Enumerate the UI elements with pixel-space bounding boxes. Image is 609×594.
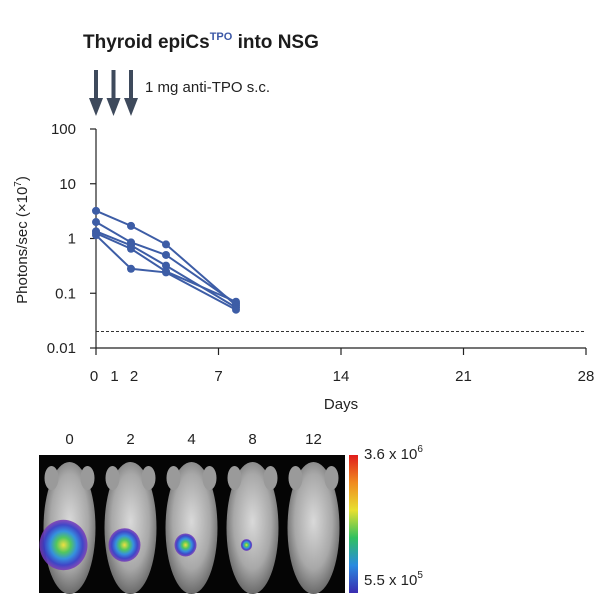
- imaging-day-labels: 0 2 4 8 12: [65, 431, 322, 448]
- x-tick-label: 28: [578, 368, 595, 385]
- luminescence-signal: [108, 528, 141, 562]
- injection-arrows: [89, 70, 138, 116]
- mouse-body: [165, 462, 218, 594]
- mouse-body: [287, 462, 340, 594]
- injection-annotation: 1 mg anti-TPO s.c.: [145, 79, 270, 96]
- mouse-forelimb: [166, 466, 181, 490]
- x-tick-labels: 0 1 2 7 14 21 28: [90, 368, 595, 385]
- mouse-forelimb: [80, 466, 95, 490]
- data-point: [232, 297, 240, 306]
- luminescence-signal: [240, 539, 253, 551]
- data-point: [92, 218, 100, 227]
- mouse-forelimb: [44, 466, 59, 490]
- luminescence-signal: [39, 519, 88, 571]
- series-line: [95, 232, 237, 303]
- scale-min-label: 5.5 x 105: [364, 570, 423, 589]
- scale-max-label: 3.6 x 106: [364, 444, 423, 463]
- mouse-forelimb: [288, 466, 303, 490]
- data-point: [162, 250, 170, 259]
- x-tick-label: 2: [130, 368, 138, 385]
- data-point: [127, 221, 135, 230]
- series-line: [95, 221, 237, 305]
- data-point: [162, 240, 170, 249]
- y-tick-label: 0.1: [55, 285, 76, 302]
- x-tick-label: 0: [90, 368, 98, 385]
- y-tick-labels: 100 10 1 0.1 0.01: [47, 121, 76, 357]
- data-point: [162, 261, 170, 270]
- series-line: [95, 209, 237, 307]
- mouse-body: [104, 462, 157, 594]
- y-tick-label: 100: [51, 121, 76, 138]
- mouse-forelimb: [263, 466, 278, 490]
- data-point: [162, 267, 170, 276]
- injection-arrow-head: [89, 98, 103, 116]
- color-scale-bar: [349, 455, 358, 593]
- y-axis-label: Photons/sec (×107): [13, 176, 31, 304]
- day-label: 12: [305, 431, 322, 448]
- x-axis-label: Days: [324, 396, 358, 413]
- data-point: [232, 305, 240, 314]
- x-tick-label: 7: [214, 368, 222, 385]
- series-line: [95, 234, 237, 311]
- day-label: 0: [65, 431, 73, 448]
- injection-arrow-head: [106, 98, 121, 116]
- injection-arrow-head: [124, 98, 138, 116]
- mouse-forelimb: [105, 466, 120, 490]
- data-point: [127, 244, 135, 253]
- day-label: 2: [126, 431, 134, 448]
- luminescence-signal: [174, 533, 197, 557]
- mouse-images: [39, 462, 340, 594]
- x-tick-label: 21: [455, 368, 472, 385]
- data-point: [127, 264, 135, 273]
- mouse-body: [226, 462, 279, 594]
- mouse-forelimb: [202, 466, 217, 490]
- mouse-forelimb: [227, 466, 242, 490]
- day-label: 8: [248, 431, 256, 448]
- y-tick-label: 10: [59, 176, 76, 193]
- x-tick-label: 14: [333, 368, 350, 385]
- chart-title: Thyroid epiCsTPO into NSG: [83, 31, 319, 53]
- mouse-forelimb: [141, 466, 156, 490]
- y-tick-label: 1: [68, 231, 76, 248]
- day-label: 4: [187, 431, 195, 448]
- y-tick-label: 0.01: [47, 340, 76, 357]
- data-series: [92, 206, 240, 314]
- data-point: [92, 206, 100, 215]
- axes: [90, 128, 587, 355]
- mouse-forelimb: [324, 466, 339, 490]
- x-tick-label: 1: [110, 368, 118, 385]
- data-point: [92, 229, 100, 238]
